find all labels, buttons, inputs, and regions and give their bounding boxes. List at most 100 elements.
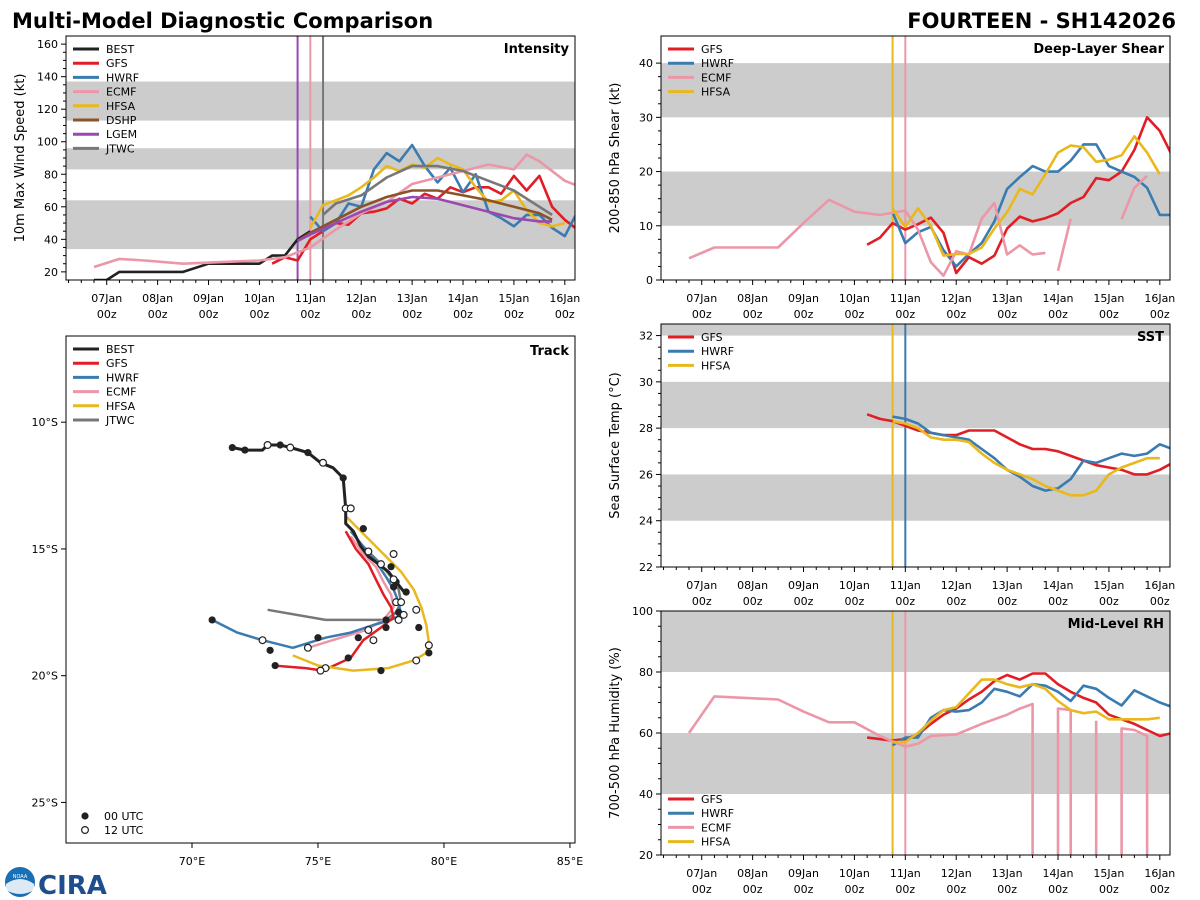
track-xtick-label: 75°E bbox=[305, 855, 331, 868]
rh-xtick-hour: 00z bbox=[946, 883, 966, 896]
track-point-00utc bbox=[425, 649, 433, 657]
track-point-12utc bbox=[399, 610, 408, 619]
intensity-ytick-label: 140 bbox=[37, 71, 58, 84]
shear-xtick-hour: 00z bbox=[1150, 308, 1170, 321]
track-ytick-label: 25°S bbox=[32, 796, 58, 809]
rh-series-hfsa bbox=[892, 678, 1160, 744]
sst-xtick-date: 13Jan bbox=[992, 579, 1023, 592]
track-point-00utc bbox=[377, 667, 385, 675]
intensity-ytick-label: 20 bbox=[44, 266, 58, 279]
sst-series-group bbox=[866, 413, 1170, 497]
track-point-12utc bbox=[389, 575, 398, 584]
track-legend-marker-12utc bbox=[80, 825, 89, 834]
intensity-xtick-date: 13Jan bbox=[397, 292, 428, 305]
track-point-00utc bbox=[344, 654, 352, 662]
sst-legend-label-hwrf: HWRF bbox=[701, 345, 734, 358]
sst-ytick-label: 26 bbox=[639, 468, 653, 481]
shear-ytick-label: 20 bbox=[639, 166, 653, 179]
track-xtick-label: 70°E bbox=[179, 855, 205, 868]
intensity-xtick-hour: 00z bbox=[555, 308, 575, 321]
shear-xtick-hour: 00z bbox=[1099, 308, 1119, 321]
intensity-ylabel: 10m Max Wind Speed (kt) bbox=[13, 74, 28, 243]
shear-ytick-label: 0 bbox=[646, 274, 653, 287]
track-ytick-label: 10°S bbox=[32, 416, 58, 429]
sst-xtick-date: 08Jan bbox=[737, 579, 768, 592]
sst-title: SST bbox=[1137, 330, 1164, 345]
intensity-xtick-date: 14Jan bbox=[448, 292, 479, 305]
sst-xtick-hour: 00z bbox=[1150, 595, 1170, 608]
track-point-00utc bbox=[208, 616, 216, 624]
rh-ytick-label: 60 bbox=[639, 727, 653, 740]
rh-xtick-hour: 00z bbox=[794, 883, 814, 896]
shear-xtick-hour: 00z bbox=[997, 308, 1017, 321]
sst-xtick-date: 14Jan bbox=[1043, 579, 1074, 592]
shear-xtick-date: 12Jan bbox=[941, 292, 972, 305]
intensity-series-dshp bbox=[296, 189, 553, 243]
track-point-00utc bbox=[314, 634, 322, 642]
sst-threshold-band bbox=[661, 381, 1170, 429]
intensity-xtick-date: 07Jan bbox=[91, 292, 122, 305]
shear-legend-label-hfsa: HFSA bbox=[701, 86, 731, 99]
shear-xtick-date: 13Jan bbox=[992, 292, 1023, 305]
track-point-00utc bbox=[389, 583, 398, 591]
intensity-xtick-date: 09Jan bbox=[193, 292, 224, 305]
intensity-ytick-label: 80 bbox=[44, 168, 58, 181]
rh-xtick-hour: 00z bbox=[1099, 883, 1119, 896]
track-point-00utc bbox=[228, 443, 236, 452]
shear-legend-label-gfs: GFS bbox=[701, 43, 723, 56]
sst-legend-label-gfs: GFS bbox=[701, 331, 723, 344]
rh-xtick-hour: 00z bbox=[845, 883, 865, 896]
track-point-00utc bbox=[266, 646, 274, 654]
rh-panel: 20 40 60 80 100 07Jan 00z 08Jan 00z 09Jan 00z 10Jan… bbox=[608, 605, 1175, 896]
shear-xtick-date: 08Jan bbox=[737, 292, 768, 305]
sst-xtick-hour: 00z bbox=[895, 595, 915, 608]
intensity-xtick-date: 12Jan bbox=[346, 292, 377, 305]
sst-xtick-date: 07Jan bbox=[686, 579, 717, 592]
intensity-legend-label-jtwc: JTWC bbox=[105, 142, 135, 155]
intensity-xtick-hour: 00z bbox=[504, 308, 524, 321]
sst-xtick-hour: 00z bbox=[692, 595, 712, 608]
rh-xtick-date: 07Jan bbox=[686, 867, 717, 880]
sst-xtick-hour: 00z bbox=[946, 595, 966, 608]
shear-xtick-date: 14Jan bbox=[1043, 292, 1074, 305]
sst-legend-label-hfsa: HFSA bbox=[701, 359, 731, 372]
intensity-ytick-label: 40 bbox=[44, 233, 58, 246]
shear-title: Deep-Layer Shear bbox=[1033, 42, 1164, 57]
track-point-00utc bbox=[354, 634, 362, 642]
shear-xtick-date: 10Jan bbox=[839, 292, 870, 305]
rh-series-ecmf bbox=[687, 695, 1034, 855]
shear-threshold-band bbox=[661, 171, 1170, 226]
rh-xtick-hour: 00z bbox=[895, 883, 915, 896]
rh-series-ecmf bbox=[1056, 707, 1072, 855]
sst-ytick-label: 28 bbox=[639, 422, 653, 435]
intensity-panel: 20 40 60 80 100 120 140 160 07Jan 00z 08Jan 00z 09Ja… bbox=[13, 35, 580, 321]
rh-xtick-hour: 00z bbox=[997, 883, 1017, 896]
rh-xtick-hour: 00z bbox=[692, 883, 712, 896]
track-point-00utc bbox=[276, 441, 284, 449]
sst-xtick-hour: 00z bbox=[997, 595, 1017, 608]
shear-xtick-date: 07Jan bbox=[686, 292, 717, 305]
intensity-xtick-hour: 00z bbox=[300, 308, 320, 321]
rh-ytick-label: 80 bbox=[639, 666, 653, 679]
shear-legend-label-ecmf: ECMF bbox=[701, 71, 731, 84]
sst-ytick-label: 30 bbox=[639, 376, 653, 389]
intensity-xtick-date: 10Jan bbox=[244, 292, 275, 305]
cira-logo-text: CIRA bbox=[38, 871, 107, 900]
intensity-legend-label-ecmf: ECMF bbox=[106, 86, 136, 99]
track-legend-label-jtwc: JTWC bbox=[105, 414, 135, 427]
track-point-00utc bbox=[382, 616, 390, 624]
track-point-12utc bbox=[319, 458, 328, 467]
intensity-legend-label-hfsa: HFSA bbox=[106, 100, 136, 113]
track-point-12utc bbox=[263, 441, 272, 450]
rh-xtick-date: 11Jan bbox=[890, 867, 921, 880]
intensity-xtick-date: 11Jan bbox=[295, 292, 326, 305]
sst-series-gfs bbox=[866, 413, 1170, 476]
track-point-12utc bbox=[412, 656, 421, 665]
track-point-00utc bbox=[304, 449, 312, 457]
intensity-xtick-hour: 00z bbox=[97, 308, 117, 321]
track-panel: 70°E 75°E 80°E 85°E 10°S 15°S 20°S 25°S Track BES… bbox=[32, 335, 583, 868]
figure-title-left: Multi-Model Diagnostic Comparison bbox=[12, 9, 433, 33]
sst-xtick-hour: 00z bbox=[743, 595, 763, 608]
track-point-00utc bbox=[382, 623, 390, 632]
